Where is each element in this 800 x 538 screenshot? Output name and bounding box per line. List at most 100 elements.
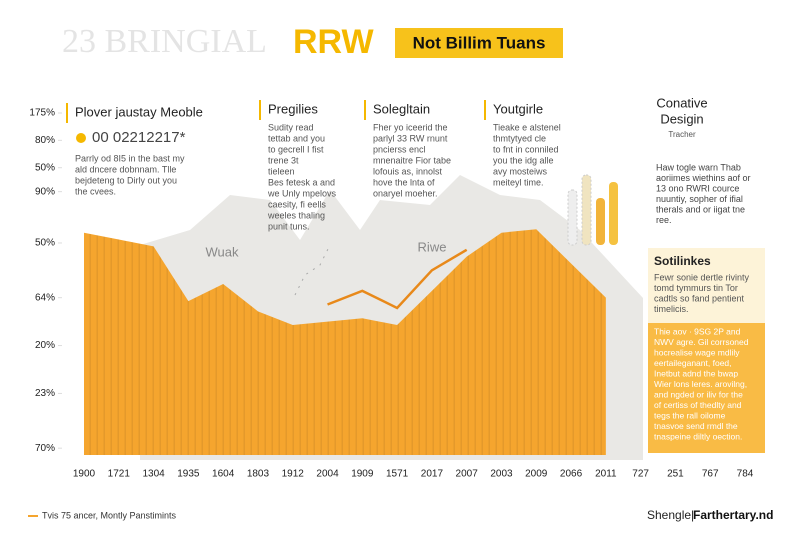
box-text: hocrealise wage mdlily xyxy=(654,347,740,357)
panel-text: therals and or iigat tne xyxy=(656,204,745,214)
column-text: trene 3t xyxy=(268,155,299,165)
x-tick-label: 2007 xyxy=(456,469,479,480)
box-text: tegs the rall oilome xyxy=(654,410,726,420)
column-text: meiteyl time. xyxy=(493,177,544,187)
section-box xyxy=(648,248,765,323)
column-number: 00 02212217* xyxy=(92,129,186,146)
column-text: Fher yo iceerid the xyxy=(373,122,448,132)
column-text: bejdeteng to Dirly out you xyxy=(75,175,177,185)
panel-text: Haw togle warn Thab xyxy=(656,162,741,172)
column-text: punit tuns. xyxy=(268,221,310,231)
x-tick-label: 1304 xyxy=(142,469,165,480)
box-text: tnasvoe send rmdl the xyxy=(654,421,738,431)
panel-text: nuuntiy, sopher of ifial xyxy=(656,194,743,204)
y-tick-label: 23% xyxy=(35,388,55,399)
box-text: NWV agre. Gil corrsoned xyxy=(654,337,749,347)
column-text: tieleen xyxy=(268,166,295,176)
x-tick-label: 1721 xyxy=(108,469,131,480)
section-text: Fewr sonie dertle rivinty xyxy=(654,272,750,282)
legend-label: Tvis 75 ancer, Montly Panstimints xyxy=(42,510,177,520)
box-text: eertaileganant, foed, xyxy=(654,358,732,368)
box-text: of certiss of thedlty and xyxy=(654,400,742,410)
x-tick-label: 2017 xyxy=(421,469,444,480)
column-text: you the idg alle xyxy=(493,155,554,165)
line xyxy=(327,248,468,310)
column-text: the cvees. xyxy=(75,186,116,196)
column-heading: Plover jaustay Meoble xyxy=(75,104,203,119)
panel-text: ree. xyxy=(656,215,672,225)
column-text: Bes fetesk a and xyxy=(268,177,335,187)
box-text: tnaspeine diltly oection. xyxy=(654,431,742,441)
x-tick-label: 2004 xyxy=(316,469,339,480)
column-text: we Unly mpelovs xyxy=(267,188,337,198)
area xyxy=(84,229,606,455)
column-text: pncierss encl xyxy=(373,144,426,154)
x-tick-label: 1900 xyxy=(73,469,96,480)
x-tick-label: 784 xyxy=(737,469,754,480)
x-tick-label: 1571 xyxy=(386,469,409,480)
box-text: Inetbut adnd the bwap xyxy=(654,368,738,378)
section-text: cadtls so fand pentient xyxy=(654,293,745,303)
x-tick-label: 1912 xyxy=(282,469,305,480)
title-accent: RRW xyxy=(293,23,374,61)
x-tick-label: 1935 xyxy=(177,469,200,480)
y-tick-label: 70% xyxy=(35,443,55,454)
y-tick-label: 175% xyxy=(29,108,55,119)
section-text: timelicis. xyxy=(654,304,689,314)
badge xyxy=(395,28,563,58)
y-tick-label: 50% xyxy=(35,162,55,173)
brand-bold: Farthertary.nd xyxy=(693,508,773,522)
x-tick-label: 2009 xyxy=(525,469,548,480)
column-text: thmtytyed cle xyxy=(493,133,546,143)
box-text: Thie aov · 9SG 2P and xyxy=(654,326,741,336)
y-tick-label: 80% xyxy=(35,135,55,146)
panel-title: Conative xyxy=(656,95,707,110)
x-tick-label: 251 xyxy=(667,469,684,480)
title: 23 BRINGIAL xyxy=(62,23,267,60)
y-tick-label: 64% xyxy=(35,292,55,303)
column-text: to fnt in conniled xyxy=(493,144,559,154)
y-tick-label: 90% xyxy=(35,186,55,197)
column-text: weeles thaling xyxy=(267,210,325,220)
column-heading: Pregilies xyxy=(268,101,318,116)
section-heading: Sotilinkes xyxy=(654,254,711,268)
x-tick-label: 1604 xyxy=(212,469,235,480)
column-text: lofouis as, innolst xyxy=(373,166,443,176)
annotation: Wuak xyxy=(206,244,239,259)
column-text: tettab and you xyxy=(268,133,325,143)
y-tick-label: 20% xyxy=(35,340,55,351)
x-tick-label: 1803 xyxy=(247,469,270,480)
column-text: Sudity read xyxy=(268,122,314,132)
x-tick-label: 2011 xyxy=(595,469,617,480)
x-tick-label: 2066 xyxy=(560,469,583,480)
coin-icon xyxy=(76,133,86,143)
y-tick-label: 50% xyxy=(35,238,55,249)
annotation: Riwe xyxy=(418,239,447,254)
column-text: mnenaitre Fior tabe xyxy=(373,155,451,165)
column-text: caesity, fi eells xyxy=(268,199,326,209)
column-text: to gecrell I fist xyxy=(268,144,324,154)
badge-text: Not Billim Tuans xyxy=(413,33,546,52)
column-text: avy mosteiws xyxy=(493,166,548,176)
box-text: Wier lons leres. arovilng, xyxy=(654,379,747,389)
orange-box xyxy=(648,323,765,453)
x-tick-label: 2003 xyxy=(490,469,513,480)
x-tick-label: 727 xyxy=(632,469,649,480)
panel-subtitle: Tracher xyxy=(668,130,696,139)
brand: Shengle| xyxy=(647,508,694,522)
column-text: Parrly od 8I5 in the bast my xyxy=(75,153,185,163)
column-text: hove the lnta of xyxy=(373,177,435,187)
side-panel xyxy=(650,90,765,238)
x-tick-label: 767 xyxy=(702,469,719,480)
panel-text: 13 ono RWRI cource xyxy=(656,183,739,193)
column-heading: Solegltain xyxy=(373,101,430,116)
column-text: ald dncere dobnnam. Tlle xyxy=(75,164,176,174)
panel-title: Desigin xyxy=(660,111,703,126)
column-heading: Youtgirle xyxy=(493,101,543,116)
column-text: onaryel moeher. xyxy=(373,188,438,198)
section-text: tomd tymmurs tin Tor xyxy=(654,283,738,293)
column-text: Tieake e alstenel xyxy=(493,122,561,132)
panel-text: aoriimes wiethins aof or xyxy=(656,173,751,183)
decor-columns xyxy=(567,174,618,246)
